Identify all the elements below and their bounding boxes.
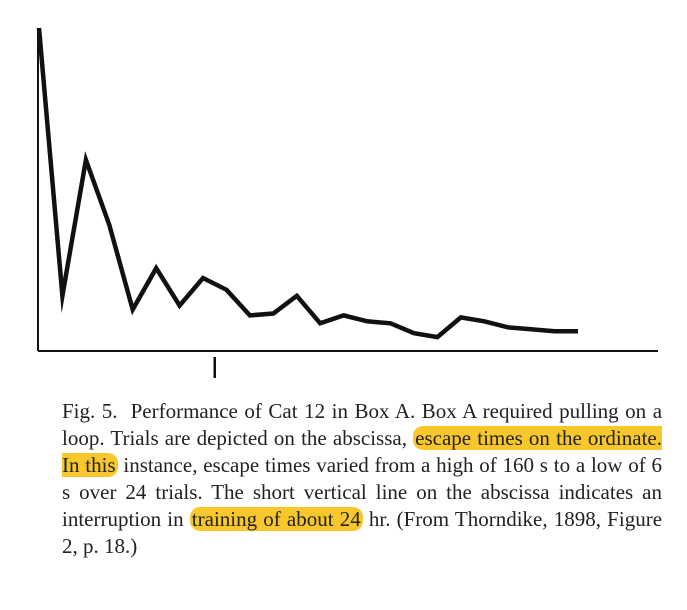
performance-chart: [36, 27, 658, 378]
data-points: [39, 28, 578, 337]
caption-text-3: hr. (From Thorndike, 1898, Figure 2, p. …: [62, 507, 663, 558]
caption-text-2: instance, escape times varied from a hig…: [62, 453, 662, 531]
caption-label: Fig. 5.: [62, 399, 118, 423]
series-line-escape-times: [36, 27, 578, 340]
figure-caption: Fig. 5. Performance of Cat 12 in Box A. …: [62, 398, 662, 560]
caption-highlight-2: training of about 24: [189, 507, 363, 531]
caption-text-1: Performance of Cat 12 in Box A. Box A re…: [62, 399, 663, 450]
